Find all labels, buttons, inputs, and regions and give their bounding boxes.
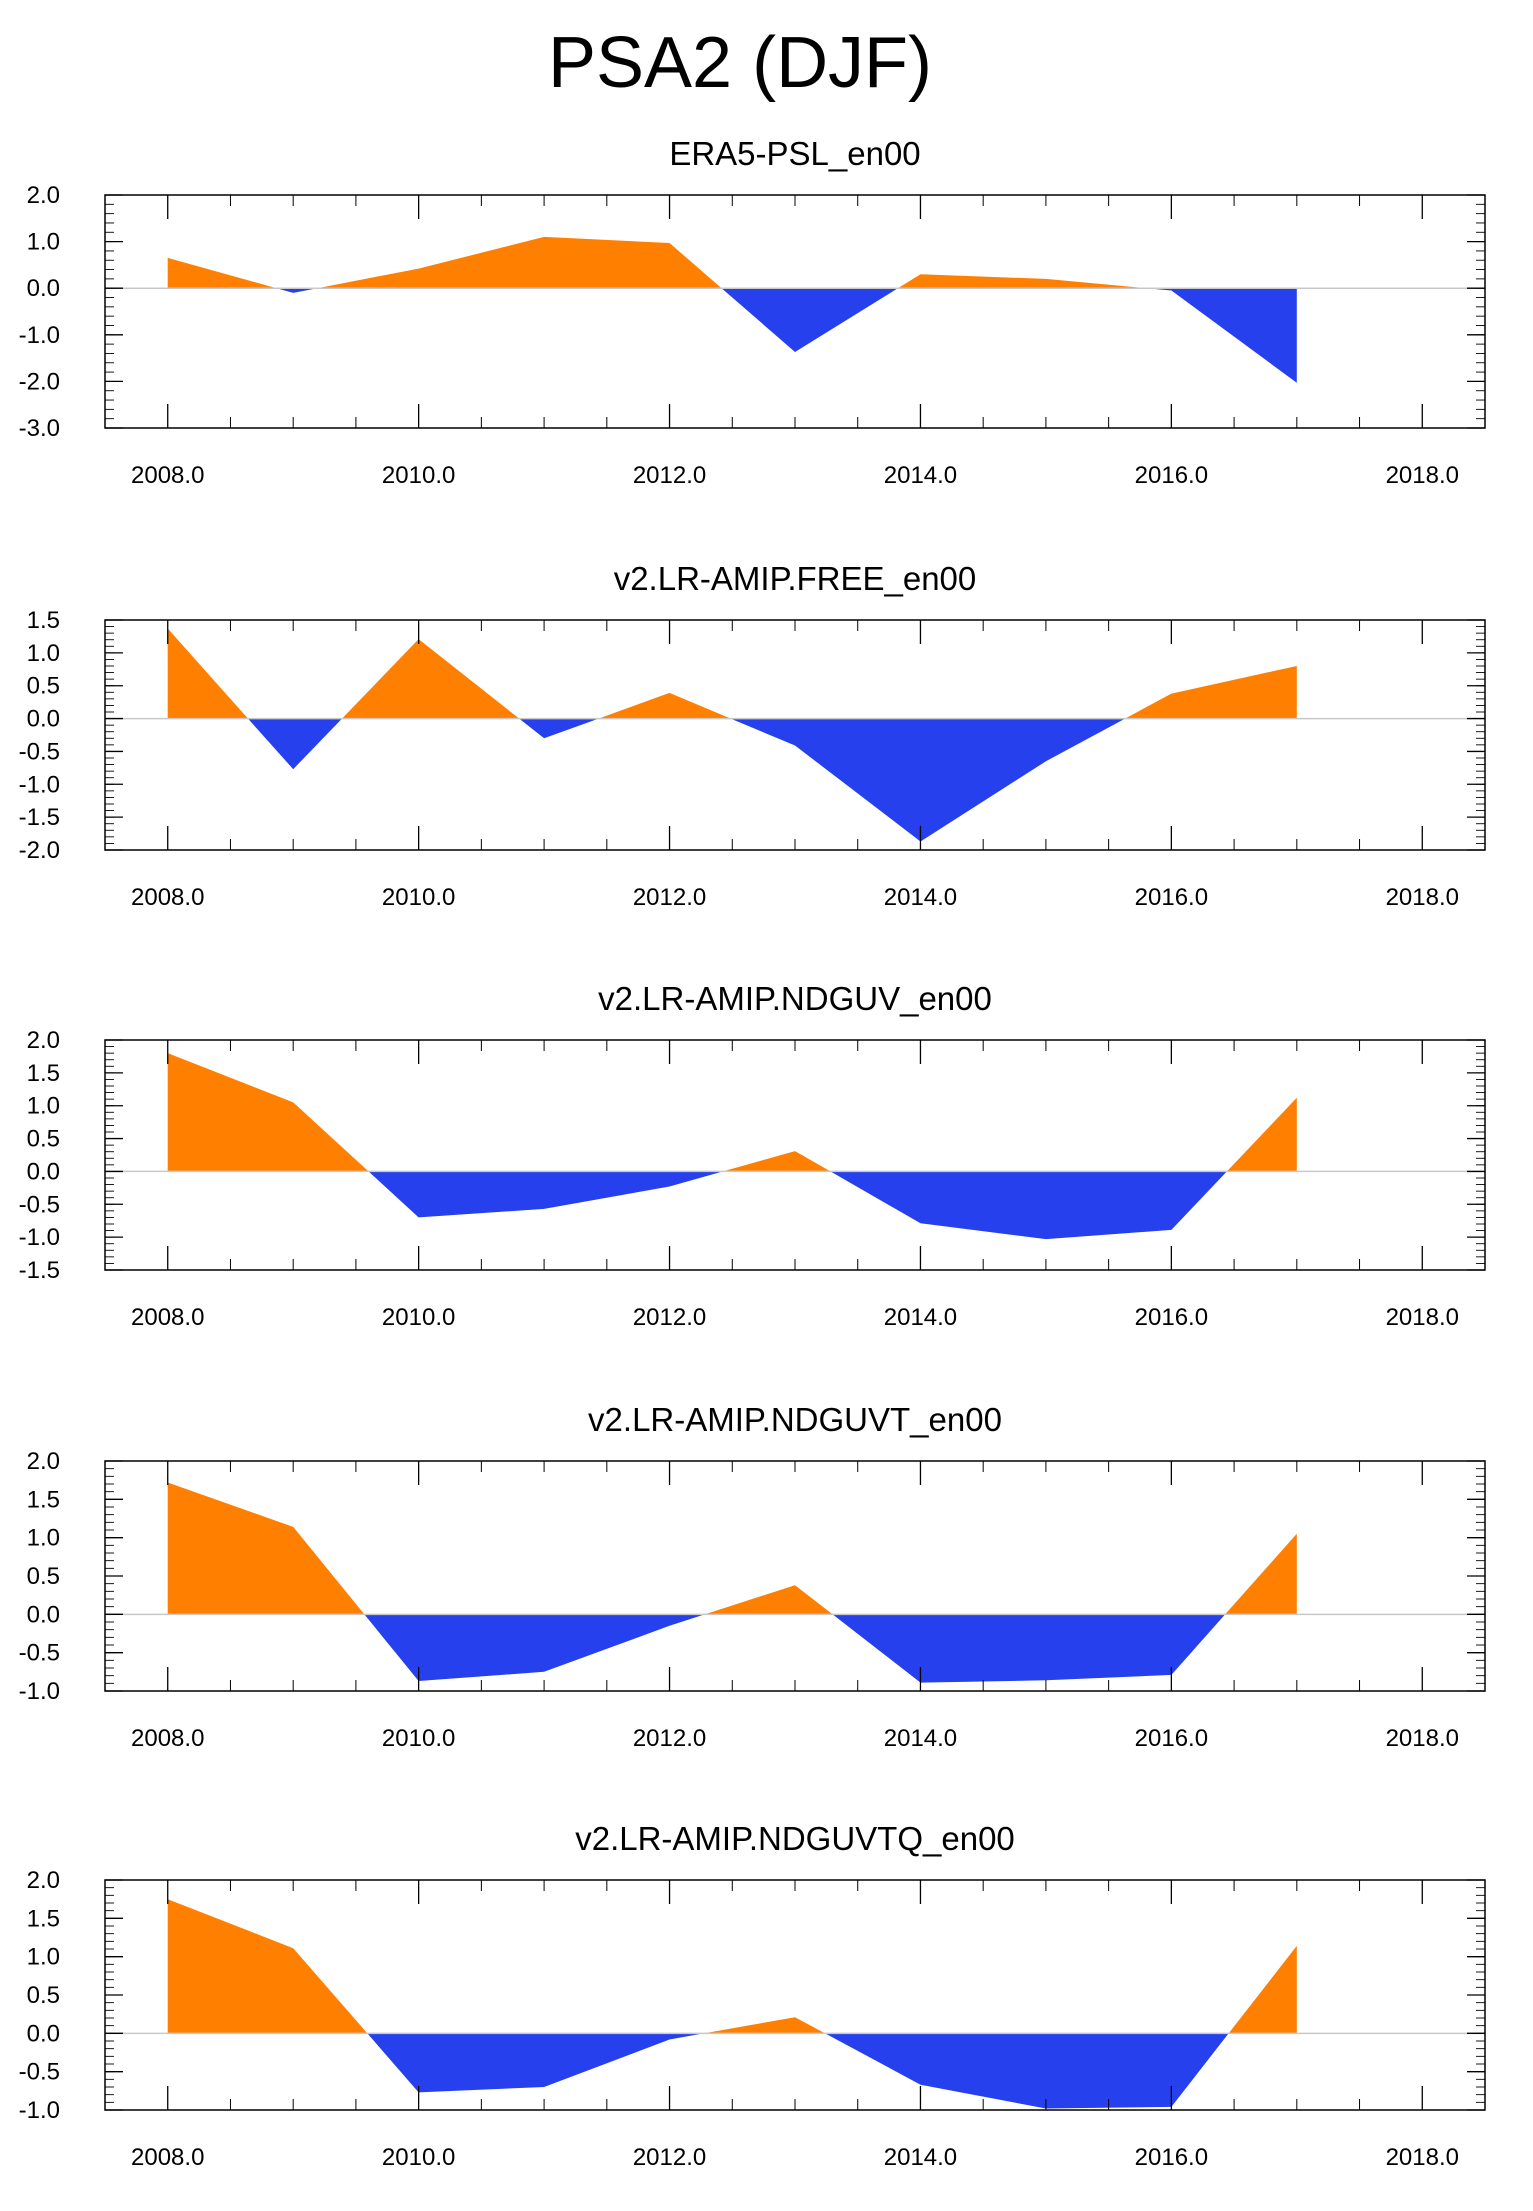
x-tick-label: 2012.0 [633,462,706,489]
x-tick-label: 2008.0 [131,1304,204,1331]
y-tick-label: -1.0 [19,1678,60,1705]
y-tick-label: -1.0 [19,1224,60,1251]
y-tick-label: 0.0 [27,706,60,733]
x-tick-label: 2010.0 [382,2144,455,2171]
y-tick-label: 1.5 [27,1486,60,1513]
x-tick-label: 2016.0 [1135,462,1208,489]
y-tick-label: -1.5 [19,804,60,831]
y-tick-label: 2.0 [27,182,60,209]
positive-area [167,1053,1297,1172]
panel-title: v2.LR-AMIP.NDGUVTQ_en00 [575,1820,1015,1857]
negative-area [167,718,1297,842]
positive-area [167,628,1297,719]
y-tick-label: 0.0 [27,275,60,302]
y-tick-label: 2.0 [27,1448,60,1475]
x-tick-label: 2014.0 [884,2144,957,2171]
y-tick-label: 1.0 [27,1525,60,1552]
chart-panel-1: ERA5-PSL_en00 2008.0 2010.0 2012.0 2014.0 201… [19,135,1486,489]
panel-title: v2.LR-AMIP.NDGUVT_en00 [588,1401,1002,1438]
x-tick-label: 2018.0 [1386,462,1459,489]
y-tick-label: -1.0 [19,322,60,349]
y-tick-label: -0.5 [19,1191,60,1218]
x-tick-label: 2010.0 [382,1725,455,1752]
y-tick-label: 1.0 [27,1093,60,1120]
x-tick-label: 2016.0 [1135,1304,1208,1331]
x-tick-label: 2012.0 [633,1304,706,1331]
y-tick-label: -0.5 [19,2059,60,2086]
positive-area [167,1482,1297,1615]
y-tick-label: 1.0 [27,229,60,256]
y-tick-label: 1.5 [27,1060,60,1087]
x-tick-label: 2010.0 [382,884,455,911]
chart-panel-4: v2.LR-AMIP.NDGUVT_en00 2008.0 2010.0 2012.0… [19,1401,1486,1752]
negative-area [167,1614,1297,1683]
x-tick-label: 2010.0 [382,1304,455,1331]
y-tick-label: 0.5 [27,1126,60,1153]
x-tick-label: 2008.0 [131,462,204,489]
x-tick-label: 2008.0 [131,1725,204,1752]
negative-area [167,2033,1297,2109]
x-tick-label: 2014.0 [884,1304,957,1331]
chart-panel-5: v2.LR-AMIP.NDGUVTQ_en00 2008.0 2010.0 2012.… [19,1820,1486,2171]
x-tick-label: 2008.0 [131,884,204,911]
y-tick-label: -0.5 [19,1640,60,1667]
y-tick-label: -0.5 [19,738,60,765]
y-tick-label: -3.0 [19,415,60,442]
negative-area [167,288,1297,383]
x-tick-label: 2016.0 [1135,884,1208,911]
panel-title: v2.LR-AMIP.NDGUV_en00 [598,980,992,1017]
y-tick-label: -2.0 [19,368,60,395]
y-tick-label: 1.0 [27,640,60,667]
x-tick-label: 2012.0 [633,1725,706,1752]
figure-title: PSA2 (DJF) [547,23,933,103]
x-tick-label: 2014.0 [884,462,957,489]
x-tick-label: 2016.0 [1135,2144,1208,2171]
x-tick-label: 2018.0 [1386,2144,1459,2171]
y-tick-label: -1.0 [19,2097,60,2124]
y-tick-label: 1.5 [27,607,60,634]
y-tick-label: 0.5 [27,1982,60,2009]
x-tick-label: 2014.0 [884,1725,957,1752]
y-tick-label: -1.0 [19,771,60,798]
x-tick-label: 2010.0 [382,462,455,489]
x-tick-label: 2018.0 [1386,1725,1459,1752]
panel-title: v2.LR-AMIP.FREE_en00 [614,560,977,597]
y-tick-label: 0.0 [27,1601,60,1628]
panel-title: ERA5-PSL_en00 [669,135,920,172]
positive-area [167,1899,1297,2034]
chart-panel-2: v2.LR-AMIP.FREE_en00 2008.0 2010.0 2012.0 20… [19,560,1486,911]
y-tick-label: 1.5 [27,1905,60,1932]
negative-area [167,1171,1297,1240]
x-tick-label: 2012.0 [633,884,706,911]
y-tick-label: 2.0 [27,1867,60,1894]
y-tick-label: 0.0 [27,2020,60,2047]
y-tick-label: 0.5 [27,673,60,700]
y-tick-label: 2.0 [27,1027,60,1054]
y-tick-label: 0.0 [27,1158,60,1185]
positive-area [167,236,1297,289]
x-tick-label: 2012.0 [633,2144,706,2171]
x-tick-label: 2018.0 [1386,884,1459,911]
y-tick-label: 1.0 [27,1944,60,1971]
chart-panel-3: v2.LR-AMIP.NDGUV_en00 2008.0 2010.0 2012.0 2… [19,980,1486,1331]
x-tick-label: 2014.0 [884,884,957,911]
y-tick-label: 0.5 [27,1563,60,1590]
y-tick-label: -2.0 [19,837,60,864]
x-tick-label: 2008.0 [131,2144,204,2171]
x-tick-label: 2016.0 [1135,1725,1208,1752]
y-tick-label: -1.5 [19,1257,60,1284]
x-tick-label: 2018.0 [1386,1304,1459,1331]
